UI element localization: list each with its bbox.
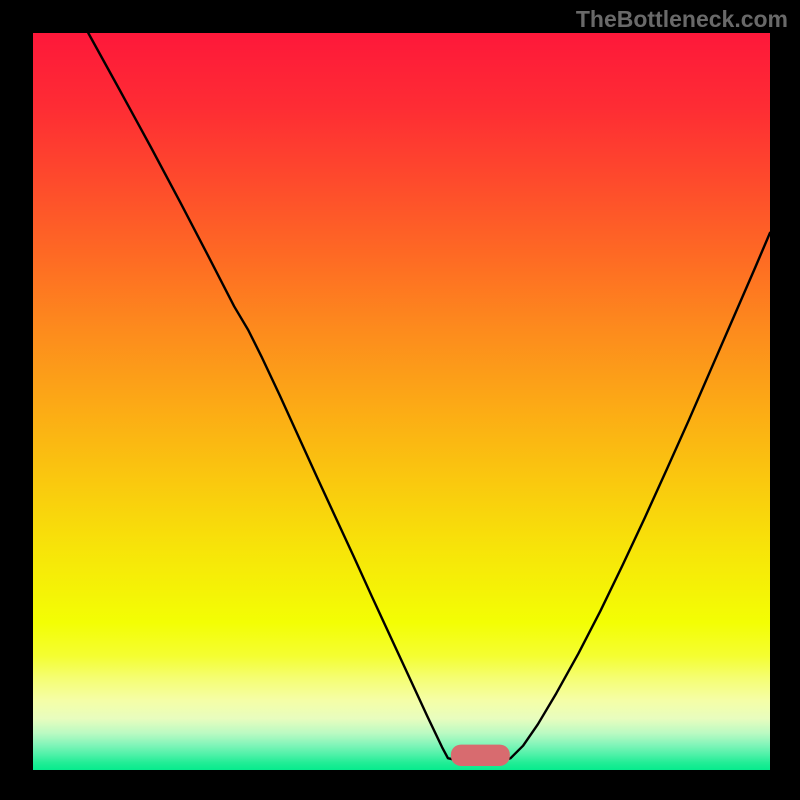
watermark-text: TheBottleneck.com (576, 6, 788, 33)
chart-container: { "watermark": { "text": "TheBottleneck.… (0, 0, 800, 800)
bottleneck-chart (0, 0, 800, 800)
optimal-marker (451, 745, 510, 766)
